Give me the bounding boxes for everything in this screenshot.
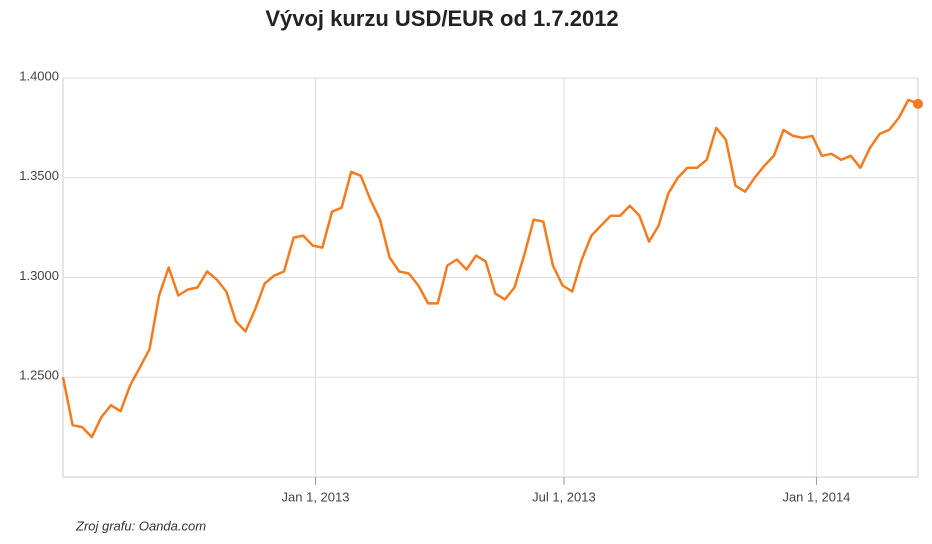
y-tick-label: 1.2500 (19, 368, 59, 383)
y-tick-label: 1.4000 (19, 68, 59, 83)
x-tick-label: Jul 1, 2013 (532, 489, 596, 504)
source: Zroj grafu: Oanda.com (75, 518, 206, 533)
end-marker (913, 98, 923, 109)
x-tick-label: Jan 1, 2014 (782, 489, 850, 504)
chart-title: Vývoj kurzu USD/EUR od 1.7.2012 (265, 6, 618, 31)
line (61, 98, 919, 439)
x-tick-label: Jan 1, 2013 (282, 489, 350, 504)
y-tick-label: 1.3000 (19, 268, 59, 283)
y-tick-label: 1.3500 (19, 168, 59, 183)
